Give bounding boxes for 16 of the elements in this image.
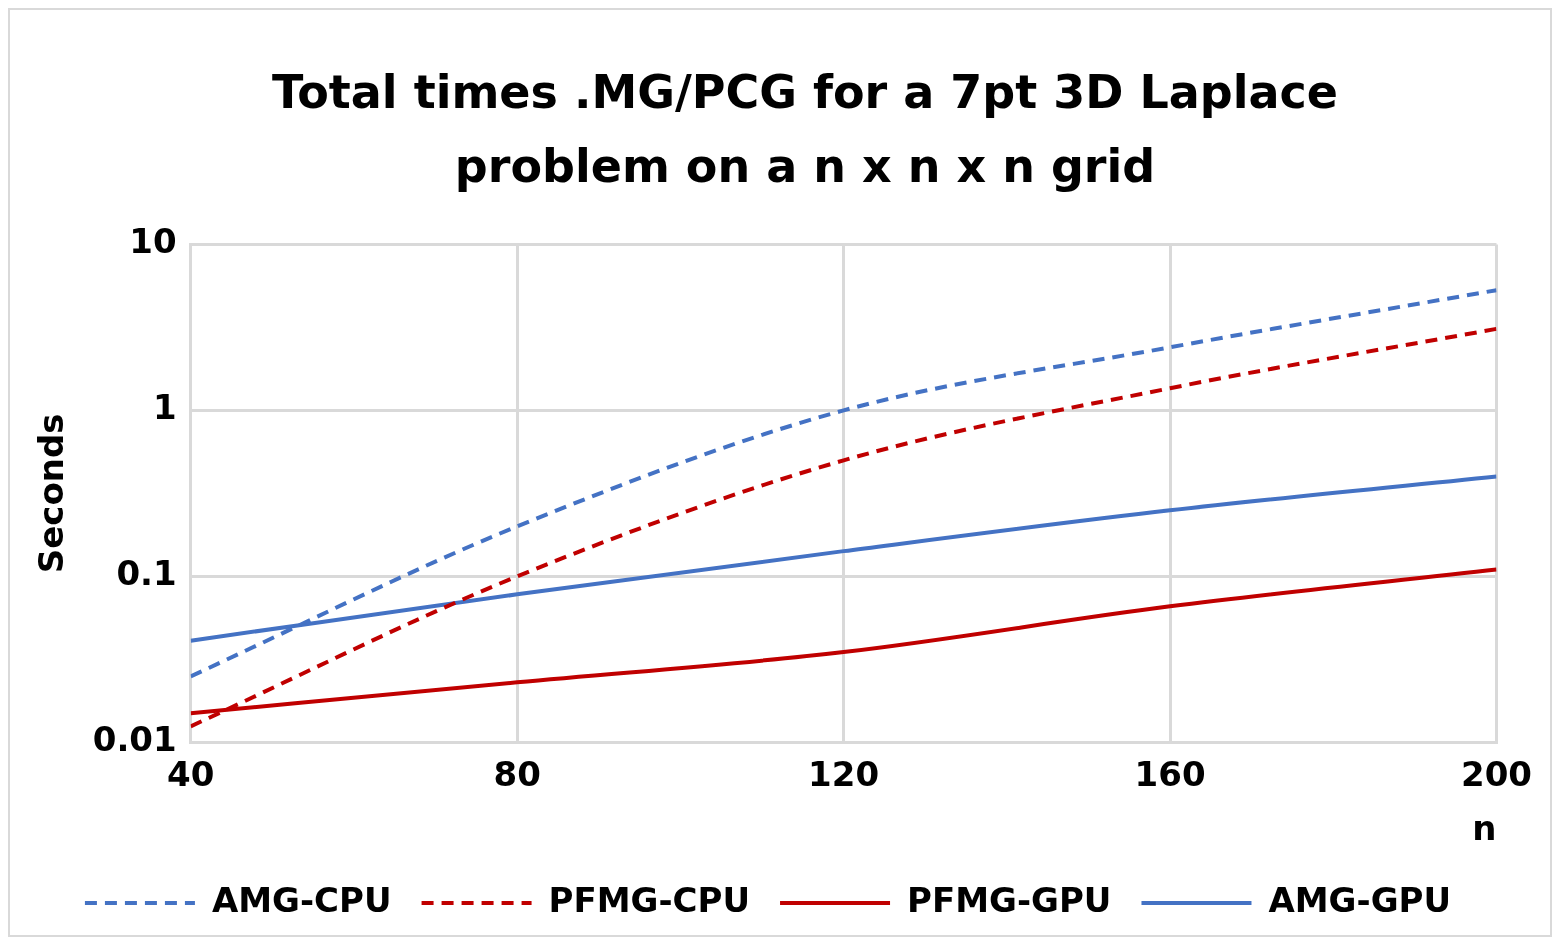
- legend-label: AMG-GPU: [1268, 879, 1452, 920]
- y-tick-label: 10: [129, 221, 177, 262]
- chart-title: Total times .MG/PCG for a 7pt 3D Laplace problem on a n x n x n grid: [270, 64, 1340, 195]
- legend-label: PFMG-CPU: [548, 879, 751, 920]
- legend-label: PFMG-GPU: [907, 879, 1112, 920]
- x-axis-title: n: [1472, 808, 1497, 849]
- y-axis-title: Seconds: [31, 413, 72, 574]
- x-tick-label: 200: [1461, 753, 1533, 794]
- line-series: [190, 288, 1497, 679]
- y-tick-label: 0.1: [116, 553, 177, 594]
- x-tick-label: 120: [808, 753, 880, 794]
- x-tick-label: 160: [1134, 753, 1206, 794]
- y-tick-label: 1: [153, 387, 177, 428]
- legend-label: AMG-CPU: [211, 879, 392, 920]
- line-series: [190, 326, 1497, 729]
- x-tick-label: 80: [493, 753, 541, 794]
